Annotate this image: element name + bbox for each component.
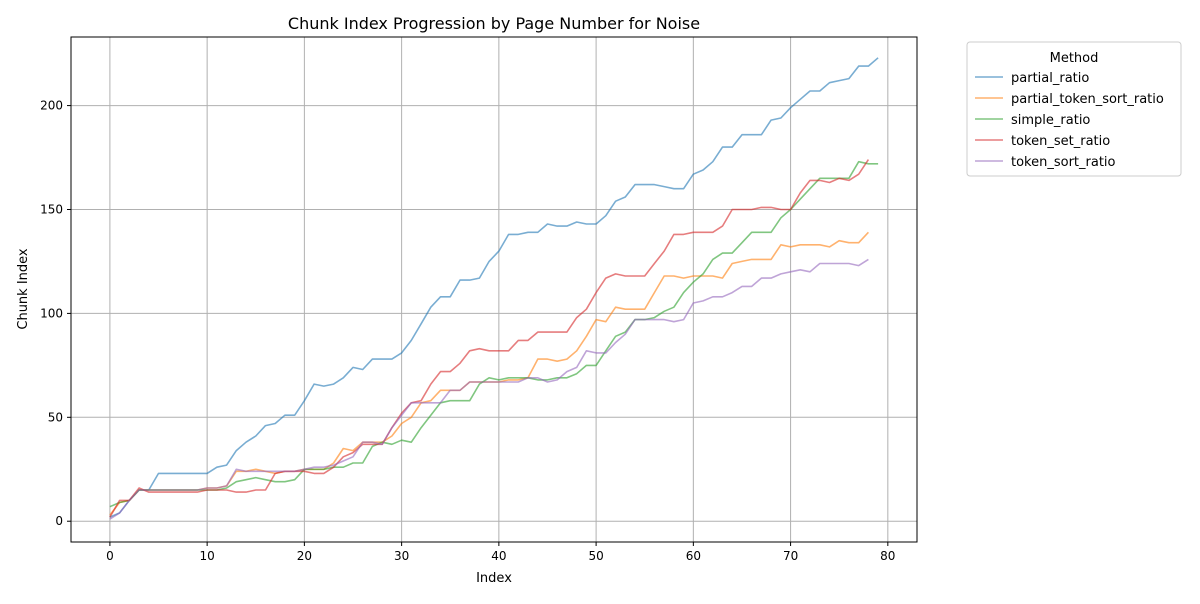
series-line-partial-token-sort-ratio: [109, 231, 869, 516]
x-tick-label: 40: [491, 549, 506, 563]
x-tick-label: 0: [106, 549, 114, 563]
legend-label: token_sort_ratio: [1011, 155, 1116, 170]
series-line-token-sort-ratio: [109, 258, 869, 520]
legend-title: Method: [1050, 51, 1099, 66]
x-tick-label: 50: [588, 549, 603, 563]
x-axis-title: Index: [476, 571, 512, 586]
y-tick-label: 100: [40, 306, 63, 320]
y-axis-ticks: 0 50 100 150 200: [40, 99, 71, 528]
x-tick-label: 30: [394, 549, 409, 563]
x-tick-label: 20: [297, 549, 312, 563]
plot-frame: [70, 36, 918, 543]
x-tick-label: 80: [880, 549, 895, 563]
y-tick-label: 150: [40, 202, 63, 216]
legend-label: token_set_ratio: [1011, 134, 1110, 149]
y-tick-label: 200: [40, 99, 63, 113]
gridlines: [71, 37, 917, 542]
series-lines: [109, 57, 879, 520]
legend-label: simple_ratio: [1011, 113, 1090, 128]
x-axis-ticks: 0 10 20 30 40 50 60 70 80: [106, 542, 895, 563]
y-tick-label: 0: [55, 514, 63, 528]
series-line-simple-ratio: [109, 160, 879, 508]
x-tick-label: 60: [686, 549, 701, 563]
x-tick-label: 10: [199, 549, 214, 563]
chart-title: Chunk Index Progression by Page Number f…: [288, 14, 700, 33]
legend-box: [966, 41, 1182, 177]
x-tick-label: 70: [783, 549, 798, 563]
y-axis-title: Chunk Index: [16, 248, 31, 330]
y-tick-label: 50: [48, 410, 63, 424]
series-line-token-set-ratio: [109, 159, 870, 518]
series-line-partial-ratio: [109, 57, 879, 518]
legend-label: partial_ratio: [1011, 71, 1089, 86]
legend-items: partial_ratio partial_token_sort_ratiosim…: [975, 71, 1164, 170]
legend-label: partial_token_sort_ratio: [1011, 92, 1164, 107]
legend: Method partial_ratio partial_token_sort_r…: [966, 41, 1182, 177]
